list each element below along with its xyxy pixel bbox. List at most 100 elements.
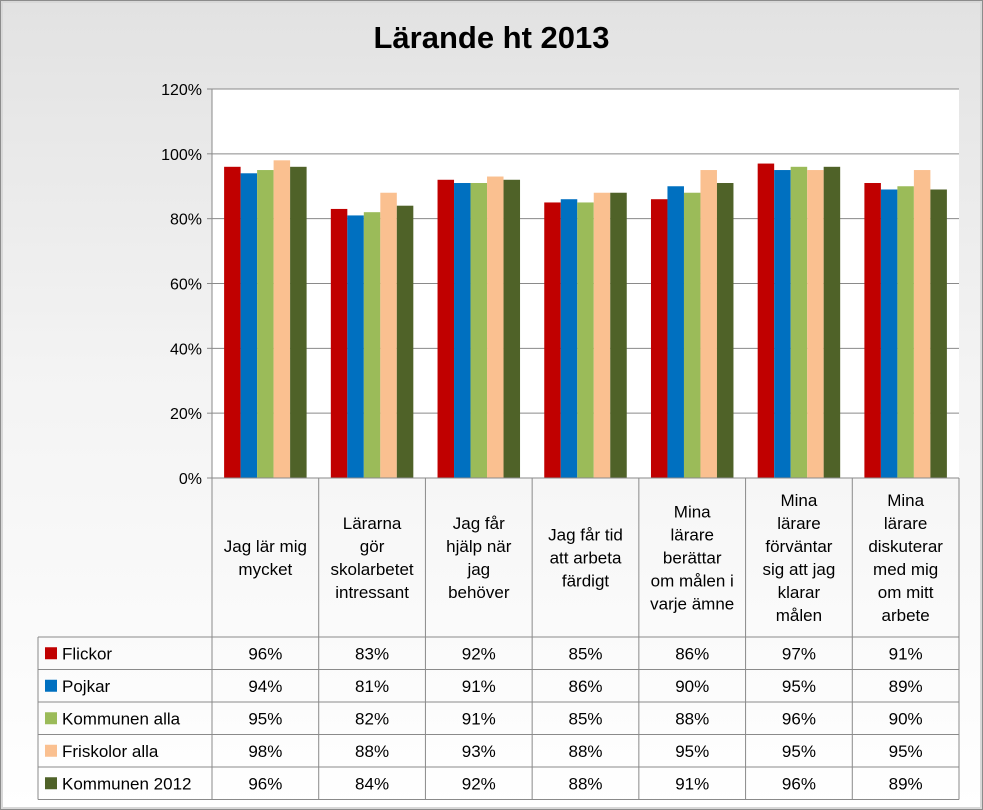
y-tick-label: 100% — [161, 147, 202, 164]
category-label: hjälp när — [446, 537, 512, 556]
table-value: 94% — [248, 677, 282, 696]
table-value: 95% — [782, 742, 816, 761]
y-tick-label: 80% — [170, 212, 202, 229]
table-value: 96% — [782, 709, 816, 728]
category-label: lärare — [670, 526, 713, 545]
category-label: arbete — [882, 606, 930, 625]
category-label: om målen i — [651, 572, 734, 591]
legend-swatch — [45, 777, 57, 789]
category-label: Lärarna — [343, 514, 402, 533]
table-value: 95% — [782, 677, 816, 696]
category-label: förväntar — [765, 537, 832, 556]
category-label: lärare — [884, 514, 927, 533]
legend-label: Friskolor alla — [62, 742, 159, 761]
bar — [290, 167, 307, 478]
bar — [807, 170, 824, 478]
table-value: 83% — [355, 644, 389, 663]
bar — [824, 167, 841, 478]
legend-label: Kommunen 2012 — [62, 774, 191, 793]
table-value: 88% — [568, 774, 602, 793]
table-value: 86% — [675, 644, 709, 663]
bar — [224, 167, 241, 478]
y-tick-label: 60% — [170, 277, 202, 294]
category-label: berättar — [663, 549, 722, 568]
category-label: klarar — [778, 583, 821, 602]
table-value: 92% — [462, 774, 496, 793]
bar — [881, 189, 898, 478]
bar — [364, 212, 381, 478]
category-label: Jag får — [453, 514, 505, 533]
bar — [667, 186, 684, 478]
legend-swatch — [45, 647, 57, 659]
category-label: intressant — [335, 583, 409, 602]
category-label: skolarbetet — [330, 560, 413, 579]
category-label: Mina — [780, 491, 817, 510]
category-label: behöver — [448, 583, 510, 602]
bar — [700, 170, 717, 478]
table-value: 90% — [889, 709, 923, 728]
category-label: Mina — [674, 503, 711, 522]
legend-swatch — [45, 680, 57, 692]
bar — [930, 189, 947, 478]
category-label: varje ämne — [650, 595, 734, 614]
table-value: 90% — [675, 677, 709, 696]
bar — [864, 183, 881, 478]
table-value: 88% — [568, 742, 602, 761]
table-value: 89% — [889, 677, 923, 696]
bar — [454, 183, 471, 478]
category-label: lärare — [777, 514, 820, 533]
category-label: färdigt — [562, 572, 610, 591]
table-value: 97% — [782, 644, 816, 663]
y-tick-label: 0% — [179, 471, 202, 488]
category-label: sig att jag — [763, 560, 836, 579]
category-label: gör — [360, 537, 385, 556]
y-tick-label: 40% — [170, 341, 202, 358]
bar — [331, 209, 348, 478]
bar — [758, 164, 775, 478]
bar — [397, 206, 414, 478]
table-value: 82% — [355, 709, 389, 728]
bar — [380, 193, 397, 478]
category-label: om mitt — [878, 583, 934, 602]
category-label: Mina — [887, 491, 924, 510]
bar — [241, 173, 258, 478]
bar — [791, 167, 808, 478]
bar — [717, 183, 734, 478]
table-value: 91% — [462, 677, 496, 696]
table-value: 91% — [462, 709, 496, 728]
bar — [577, 202, 594, 478]
category-label: Jag lär mig — [224, 537, 307, 556]
bar — [504, 180, 521, 478]
category-label: jag — [466, 560, 490, 579]
legend-swatch — [45, 745, 57, 757]
table-value: 92% — [462, 644, 496, 663]
bar — [274, 160, 291, 478]
category-label: mycket — [238, 560, 292, 579]
table-value: 88% — [675, 709, 709, 728]
bar — [594, 193, 611, 478]
table-value: 95% — [889, 742, 923, 761]
bar — [487, 177, 504, 478]
bar — [774, 170, 791, 478]
table-value: 85% — [568, 709, 602, 728]
table-value: 89% — [889, 774, 923, 793]
table-value: 93% — [462, 742, 496, 761]
table-value: 96% — [248, 774, 282, 793]
category-label: målen — [776, 606, 822, 625]
table-value: 96% — [248, 644, 282, 663]
bar — [347, 215, 364, 478]
bar — [914, 170, 931, 478]
table-value: 86% — [568, 677, 602, 696]
y-tick-label: 20% — [170, 406, 202, 423]
table-value: 96% — [782, 774, 816, 793]
bar — [257, 170, 274, 478]
bar — [544, 202, 561, 478]
legend-label: Flickor — [62, 644, 112, 663]
legend-label: Pojkar — [62, 677, 111, 696]
table-value: 88% — [355, 742, 389, 761]
category-label: med mig — [873, 560, 938, 579]
legend-label: Kommunen alla — [62, 709, 181, 728]
category-label: att arbeta — [550, 549, 622, 568]
table-value: 91% — [889, 644, 923, 663]
